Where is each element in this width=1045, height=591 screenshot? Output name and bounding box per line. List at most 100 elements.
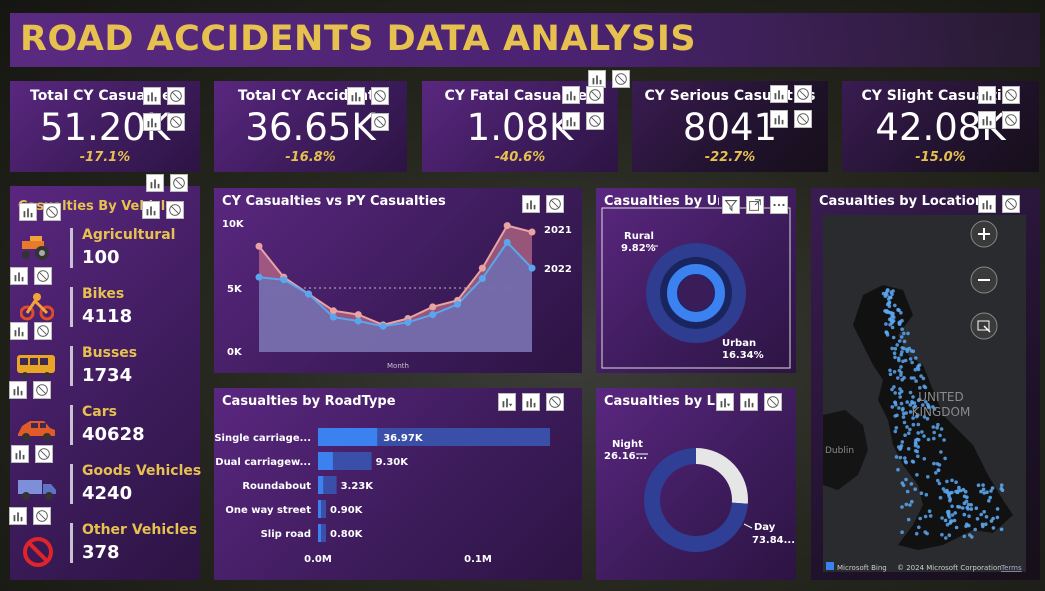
map-point[interactable]: [915, 450, 919, 454]
map-point[interactable]: [923, 457, 927, 461]
drill-icon[interactable]: [11, 445, 29, 463]
map-point[interactable]: [885, 331, 889, 335]
focus-mode-icon[interactable]: [746, 196, 764, 214]
map-point[interactable]: [988, 496, 992, 500]
point-2021[interactable]: [479, 265, 486, 272]
drill-icon[interactable]: [347, 87, 365, 105]
map-point[interactable]: [918, 517, 922, 521]
map-point[interactable]: [915, 473, 919, 477]
map-point[interactable]: [895, 455, 899, 459]
map-point[interactable]: [985, 515, 989, 519]
map-point[interactable]: [893, 304, 897, 308]
map-point[interactable]: [912, 376, 916, 380]
map-point[interactable]: [916, 455, 920, 459]
map-point[interactable]: [984, 522, 988, 526]
map-point[interactable]: [907, 518, 911, 522]
map-point[interactable]: [889, 296, 893, 300]
map-point[interactable]: [963, 501, 967, 505]
map-point[interactable]: [936, 423, 940, 427]
map-point[interactable]: [889, 373, 893, 377]
map-point[interactable]: [982, 510, 986, 514]
drill-icon[interactable]: [978, 111, 996, 129]
map-point[interactable]: [906, 332, 910, 336]
drill-icon[interactable]: [770, 85, 788, 103]
drill-icon[interactable]: [9, 507, 27, 525]
map-point[interactable]: [893, 351, 897, 355]
map-point[interactable]: [934, 471, 938, 475]
map-point[interactable]: [947, 512, 951, 516]
map-point[interactable]: [945, 480, 949, 484]
no-filter-icon[interactable]: [371, 87, 389, 105]
map-point[interactable]: [916, 445, 920, 449]
map-point[interactable]: [954, 480, 958, 484]
map-point[interactable]: [967, 514, 971, 518]
map-point[interactable]: [963, 535, 967, 539]
map-point[interactable]: [959, 489, 963, 493]
map-point[interactable]: [905, 503, 909, 507]
map-point[interactable]: [890, 293, 894, 297]
map-point[interactable]: [892, 385, 896, 389]
point-2022[interactable]: [330, 314, 337, 321]
map-point[interactable]: [903, 421, 907, 425]
map-point[interactable]: [956, 505, 960, 509]
map-point[interactable]: [888, 369, 892, 373]
map-point[interactable]: [911, 395, 915, 399]
drill-icon[interactable]: [19, 203, 37, 221]
map-point[interactable]: [892, 336, 896, 340]
map-point[interactable]: [940, 533, 944, 537]
map-point[interactable]: [886, 303, 890, 307]
point-2021[interactable]: [256, 243, 263, 250]
donut-slice-night[interactable]: [696, 448, 748, 504]
map-point[interactable]: [923, 530, 927, 534]
map-point[interactable]: [918, 363, 922, 367]
point-2021[interactable]: [504, 222, 511, 229]
line-chart-card[interactable]: CY Casualties vs PY Casualties 10K 5K 0K…: [214, 188, 582, 373]
map-point[interactable]: [905, 425, 909, 429]
map-point[interactable]: [900, 505, 904, 509]
map-point[interactable]: [942, 438, 946, 442]
drill-icon[interactable]: [978, 86, 996, 104]
map-point[interactable]: [936, 479, 940, 483]
map-point[interactable]: [898, 387, 902, 391]
map-point[interactable]: [954, 490, 958, 494]
map-point[interactable]: [967, 524, 971, 528]
map-point[interactable]: [1000, 487, 1004, 491]
drill-icon[interactable]: [740, 393, 758, 411]
map-point[interactable]: [922, 377, 926, 381]
map-point[interactable]: [990, 519, 994, 523]
no-filter-icon[interactable]: [794, 110, 812, 128]
map-point[interactable]: [890, 321, 894, 325]
map-point[interactable]: [910, 500, 914, 504]
map-point[interactable]: [914, 379, 918, 383]
map-point[interactable]: [899, 373, 903, 377]
map-point[interactable]: [894, 430, 898, 434]
map-point[interactable]: [992, 526, 996, 530]
drill-icon[interactable]: [562, 86, 580, 104]
map-point[interactable]: [948, 497, 952, 501]
drill-icon[interactable]: [978, 195, 996, 213]
map-point[interactable]: [904, 461, 908, 465]
no-filter-icon[interactable]: [34, 267, 52, 285]
map-point[interactable]: [884, 322, 888, 326]
map-point[interactable]: [900, 402, 904, 406]
map-point[interactable]: [894, 347, 898, 351]
point-2022[interactable]: [380, 323, 387, 330]
map-point[interactable]: [901, 440, 905, 444]
map-point[interactable]: [953, 519, 957, 523]
bar[interactable]: [318, 524, 321, 542]
no-filter-icon[interactable]: [167, 87, 185, 105]
map-point[interactable]: [970, 535, 974, 539]
map-point[interactable]: [924, 515, 928, 519]
map-point[interactable]: [922, 434, 926, 438]
point-2022[interactable]: [479, 275, 486, 282]
no-filter-icon[interactable]: [586, 112, 604, 130]
map-point[interactable]: [913, 487, 917, 491]
map-point[interactable]: [898, 339, 902, 343]
point-2021[interactable]: [330, 307, 337, 314]
point-2022[interactable]: [256, 274, 263, 281]
map-point[interactable]: [909, 391, 913, 395]
drill-down-icon[interactable]: [716, 393, 734, 411]
map-point[interactable]: [896, 468, 900, 472]
map-point[interactable]: [898, 322, 902, 326]
map-point[interactable]: [891, 312, 895, 316]
